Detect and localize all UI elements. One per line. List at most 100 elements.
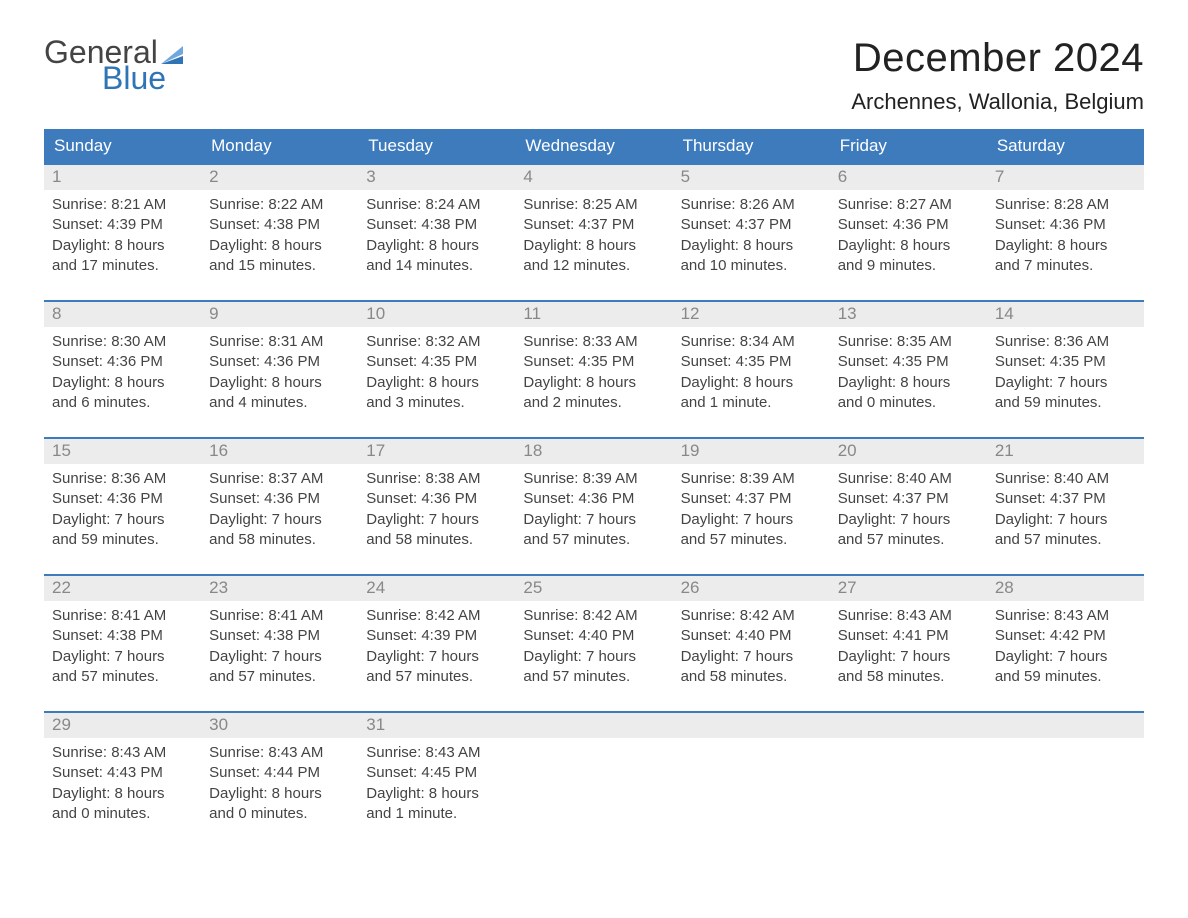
- week-row: 891011121314Sunrise: 8:30 AMSunset: 4:36…: [44, 300, 1144, 423]
- sunrise-text: Sunrise: 8:36 AM: [52, 469, 193, 489]
- day-number: 7: [987, 165, 1144, 190]
- sunset-text: Sunset: 4:36 PM: [838, 215, 979, 235]
- day-detail: Sunrise: 8:32 AMSunset: 4:35 PMDaylight:…: [358, 327, 515, 423]
- daylight-text-2: and 57 minutes.: [52, 667, 193, 687]
- sunset-text: Sunset: 4:35 PM: [838, 352, 979, 372]
- sunrise-text: Sunrise: 8:31 AM: [209, 332, 350, 352]
- day-of-week-header: Monday: [201, 129, 358, 163]
- sunset-text: Sunset: 4:44 PM: [209, 763, 350, 783]
- day-detail: Sunrise: 8:34 AMSunset: 4:35 PMDaylight:…: [673, 327, 830, 423]
- daylight-text-2: and 57 minutes.: [838, 530, 979, 550]
- daylight-text-1: Daylight: 8 hours: [366, 373, 507, 393]
- sunset-text: Sunset: 4:35 PM: [366, 352, 507, 372]
- daylight-text-1: Daylight: 7 hours: [52, 647, 193, 667]
- sunset-text: Sunset: 4:36 PM: [209, 489, 350, 509]
- daylight-text-1: Daylight: 8 hours: [995, 236, 1136, 256]
- daylight-text-1: Daylight: 8 hours: [681, 373, 822, 393]
- day-number: 4: [515, 165, 672, 190]
- week-row: 293031Sunrise: 8:43 AMSunset: 4:43 PMDay…: [44, 711, 1144, 834]
- header: General Blue December 2024 Archennes, Wa…: [44, 36, 1144, 115]
- sunset-text: Sunset: 4:37 PM: [838, 489, 979, 509]
- day-number: 5: [673, 165, 830, 190]
- day-number: [515, 713, 672, 738]
- daylight-text-1: Daylight: 8 hours: [52, 784, 193, 804]
- daylight-text-2: and 2 minutes.: [523, 393, 664, 413]
- sunrise-text: Sunrise: 8:32 AM: [366, 332, 507, 352]
- daylight-text-1: Daylight: 7 hours: [52, 510, 193, 530]
- day-detail: Sunrise: 8:43 AMSunset: 4:44 PMDaylight:…: [201, 738, 358, 834]
- sunset-text: Sunset: 4:40 PM: [681, 626, 822, 646]
- day-number-row: 1234567: [44, 165, 1144, 190]
- sunset-text: Sunset: 4:36 PM: [523, 489, 664, 509]
- day-detail: Sunrise: 8:35 AMSunset: 4:35 PMDaylight:…: [830, 327, 987, 423]
- sunset-text: Sunset: 4:41 PM: [838, 626, 979, 646]
- daylight-text-1: Daylight: 7 hours: [523, 647, 664, 667]
- sunrise-text: Sunrise: 8:41 AM: [52, 606, 193, 626]
- daylight-text-1: Daylight: 8 hours: [523, 236, 664, 256]
- daylight-text-1: Daylight: 7 hours: [995, 647, 1136, 667]
- day-detail: [673, 738, 830, 834]
- sunset-text: Sunset: 4:39 PM: [52, 215, 193, 235]
- daylight-text-2: and 59 minutes.: [995, 667, 1136, 687]
- sunrise-text: Sunrise: 8:40 AM: [995, 469, 1136, 489]
- day-number-row: 891011121314: [44, 302, 1144, 327]
- week-row: 1234567Sunrise: 8:21 AMSunset: 4:39 PMDa…: [44, 163, 1144, 286]
- sunrise-text: Sunrise: 8:43 AM: [366, 743, 507, 763]
- daylight-text-1: Daylight: 8 hours: [366, 236, 507, 256]
- day-number: 1: [44, 165, 201, 190]
- sunset-text: Sunset: 4:37 PM: [681, 215, 822, 235]
- day-number: 29: [44, 713, 201, 738]
- daylight-text-2: and 12 minutes.: [523, 256, 664, 276]
- day-detail-row: Sunrise: 8:30 AMSunset: 4:36 PMDaylight:…: [44, 327, 1144, 423]
- sunset-text: Sunset: 4:40 PM: [523, 626, 664, 646]
- day-detail: Sunrise: 8:36 AMSunset: 4:35 PMDaylight:…: [987, 327, 1144, 423]
- daylight-text-2: and 58 minutes.: [209, 530, 350, 550]
- sunrise-text: Sunrise: 8:42 AM: [681, 606, 822, 626]
- sunset-text: Sunset: 4:37 PM: [523, 215, 664, 235]
- day-number: 25: [515, 576, 672, 601]
- day-detail: Sunrise: 8:42 AMSunset: 4:40 PMDaylight:…: [673, 601, 830, 697]
- daylight-text-1: Daylight: 7 hours: [366, 510, 507, 530]
- sunset-text: Sunset: 4:38 PM: [209, 626, 350, 646]
- sunset-text: Sunset: 4:45 PM: [366, 763, 507, 783]
- sunrise-text: Sunrise: 8:40 AM: [838, 469, 979, 489]
- day-detail: Sunrise: 8:41 AMSunset: 4:38 PMDaylight:…: [44, 601, 201, 697]
- day-detail: Sunrise: 8:36 AMSunset: 4:36 PMDaylight:…: [44, 464, 201, 560]
- day-detail: Sunrise: 8:28 AMSunset: 4:36 PMDaylight:…: [987, 190, 1144, 286]
- sunset-text: Sunset: 4:38 PM: [366, 215, 507, 235]
- day-detail: Sunrise: 8:37 AMSunset: 4:36 PMDaylight:…: [201, 464, 358, 560]
- sunrise-text: Sunrise: 8:26 AM: [681, 195, 822, 215]
- sunset-text: Sunset: 4:36 PM: [52, 352, 193, 372]
- sunrise-text: Sunrise: 8:39 AM: [681, 469, 822, 489]
- daylight-text-2: and 3 minutes.: [366, 393, 507, 413]
- day-detail: Sunrise: 8:40 AMSunset: 4:37 PMDaylight:…: [830, 464, 987, 560]
- day-detail: Sunrise: 8:39 AMSunset: 4:36 PMDaylight:…: [515, 464, 672, 560]
- day-detail: Sunrise: 8:26 AMSunset: 4:37 PMDaylight:…: [673, 190, 830, 286]
- daylight-text-1: Daylight: 8 hours: [52, 236, 193, 256]
- daylight-text-1: Daylight: 7 hours: [681, 510, 822, 530]
- day-number: 15: [44, 439, 201, 464]
- sunset-text: Sunset: 4:36 PM: [209, 352, 350, 372]
- daylight-text-2: and 1 minute.: [366, 804, 507, 824]
- sunrise-text: Sunrise: 8:39 AM: [523, 469, 664, 489]
- daylight-text-1: Daylight: 8 hours: [52, 373, 193, 393]
- day-number: 19: [673, 439, 830, 464]
- sunset-text: Sunset: 4:38 PM: [209, 215, 350, 235]
- sunset-text: Sunset: 4:35 PM: [995, 352, 1136, 372]
- daylight-text-2: and 59 minutes.: [52, 530, 193, 550]
- day-number: 8: [44, 302, 201, 327]
- daylight-text-1: Daylight: 8 hours: [209, 784, 350, 804]
- daylight-text-2: and 58 minutes.: [681, 667, 822, 687]
- day-number: 22: [44, 576, 201, 601]
- daylight-text-2: and 57 minutes.: [523, 667, 664, 687]
- daylight-text-1: Daylight: 8 hours: [681, 236, 822, 256]
- logo-text-blue: Blue: [102, 62, 183, 94]
- daylight-text-1: Daylight: 7 hours: [838, 647, 979, 667]
- day-number: 20: [830, 439, 987, 464]
- sunrise-text: Sunrise: 8:36 AM: [995, 332, 1136, 352]
- day-detail: Sunrise: 8:39 AMSunset: 4:37 PMDaylight:…: [673, 464, 830, 560]
- daylight-text-2: and 1 minute.: [681, 393, 822, 413]
- day-number: [830, 713, 987, 738]
- daylight-text-2: and 15 minutes.: [209, 256, 350, 276]
- day-of-week-header: Sunday: [44, 129, 201, 163]
